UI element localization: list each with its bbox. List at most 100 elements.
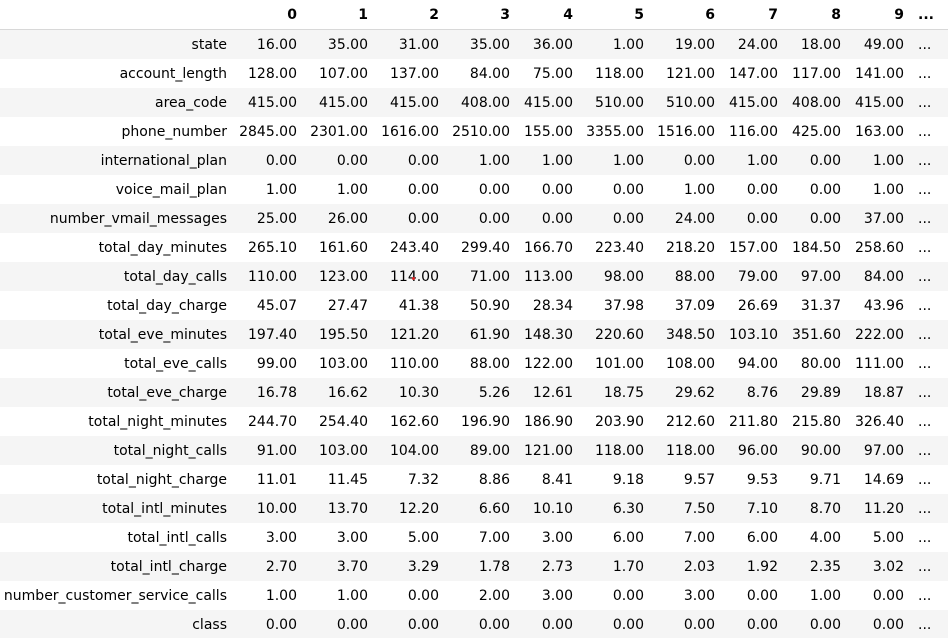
table-cell: 9.53: [746, 471, 778, 488]
table-cell: 0.00: [407, 616, 439, 633]
table-cell: 19.00: [674, 36, 715, 53]
table-row: class 0.00 0.00 0.00 0.00 0.00 0.00 0.00 0.00 0.0…: [0, 610, 948, 638]
index-header-blank: [0, 0, 235, 30]
table-cell: 244.70: [248, 413, 297, 430]
table-cell: 41.38: [398, 297, 439, 314]
row-label: international_plan: [100, 152, 227, 169]
table-row: total_night_calls 91.00 103.00 104.00 89.00 1…: [0, 436, 948, 465]
column-header-7: 7: [723, 0, 786, 30]
table-cell: 3355.00: [586, 123, 644, 140]
table-cell: 203.90: [595, 413, 644, 430]
table-cell: 37.00: [863, 210, 904, 227]
table-cell: 415.00: [524, 94, 573, 111]
table-cell-ellipsis: ...: [918, 326, 932, 343]
table-cell: 9.57: [683, 471, 715, 488]
table-cell: 0.00: [478, 181, 510, 198]
table-cell: 1.00: [809, 587, 841, 604]
table-cell: 0.00: [683, 152, 715, 169]
table-cell: 12.61: [532, 384, 573, 401]
table-cell: 94.00: [737, 355, 778, 372]
table-cell: 16.00: [256, 36, 297, 53]
table-row: area_code 415.00 415.00 415.00 408.00 415.00 5…: [0, 88, 948, 117]
table-cell-ellipsis: ...: [918, 413, 932, 430]
table-cell: 71.00: [469, 268, 510, 285]
table-cell: 11.45: [327, 471, 368, 488]
table-cell: 114.00: [376, 262, 447, 291]
table-cell: 1516.00: [657, 123, 715, 140]
table-cell: 6.30: [612, 500, 644, 517]
table-cell: 8.86: [478, 471, 510, 488]
table-cell: 110.00: [248, 268, 297, 285]
table-cell: 3.29: [407, 558, 439, 575]
column-header-4: 4: [518, 0, 581, 30]
table-cell: 2.35: [809, 558, 841, 575]
table-cell: 43.96: [863, 297, 904, 314]
table-cell: 2.70: [265, 558, 297, 575]
table-cell: 26.00: [327, 210, 368, 227]
row-label: class: [192, 616, 227, 633]
table-cell: 223.40: [595, 239, 644, 256]
table-cell: 3.00: [265, 529, 297, 546]
table-cell: 9.71: [809, 471, 841, 488]
table-cell: 218.20: [666, 239, 715, 256]
table-cell: 97.00: [863, 442, 904, 459]
table-cell: 24.00: [737, 36, 778, 53]
table-cell: 1.00: [683, 181, 715, 198]
column-header-2: 2: [376, 0, 447, 30]
table-cell: 3.00: [541, 587, 573, 604]
table-cell: 348.50: [666, 326, 715, 343]
table-cell: 24.00: [674, 210, 715, 227]
table-cell: 101.00: [595, 355, 644, 372]
table-cell: 6.60: [478, 500, 510, 517]
table-cell: 155.00: [524, 123, 573, 140]
table-cell: 35.00: [327, 36, 368, 53]
table-cell: 0.00: [336, 152, 368, 169]
table-cell: 0.00: [746, 587, 778, 604]
table-cell: 1.00: [336, 181, 368, 198]
table-cell: 7.50: [683, 500, 715, 517]
table-cell: 113.00: [524, 268, 573, 285]
table-cell: 0.00: [265, 616, 297, 633]
table-cell: 0.00: [872, 587, 904, 604]
table-row: total_eve_calls 99.00 103.00 110.00 88.00 122…: [0, 349, 948, 378]
table-cell: 118.00: [666, 442, 715, 459]
row-label: number_vmail_messages: [49, 210, 227, 227]
table-cell: 9.18: [612, 471, 644, 488]
table-cell: 0.00: [478, 210, 510, 227]
table-cell: 3.70: [336, 558, 368, 575]
table-cell: 186.90: [524, 413, 573, 430]
table-cell: 10.30: [398, 384, 439, 401]
table-cell: 351.60: [792, 326, 841, 343]
table-cell: 0.00: [612, 210, 644, 227]
row-label: number_customer_service_calls: [3, 587, 227, 604]
column-header-5: 5: [581, 0, 652, 30]
table-cell: 122.00: [524, 355, 573, 372]
table-cell: 0.00: [541, 181, 573, 198]
table-cell: 99.00: [256, 355, 297, 372]
table-cell-ellipsis: ...: [918, 442, 932, 459]
table-cell: 161.60: [319, 239, 368, 256]
table-cell: 0.00: [746, 210, 778, 227]
table-cell: 415.00: [248, 94, 297, 111]
table-cell-ellipsis: ...: [918, 268, 932, 285]
table-cell: 8.76: [746, 384, 778, 401]
table-cell: 7.00: [478, 529, 510, 546]
table-cell: 8.41: [541, 471, 573, 488]
table-cell: 163.00: [855, 123, 904, 140]
table-cell: 91.00: [256, 442, 297, 459]
table-cell: 49.00: [863, 36, 904, 53]
table-cell: 211.80: [729, 413, 778, 430]
table-cell: 0.00: [809, 616, 841, 633]
table-cell: 1.00: [336, 587, 368, 604]
table-row: account_length 128.00 107.00 137.00 84.00 75.…: [0, 59, 948, 88]
row-label: state: [191, 36, 227, 53]
table-cell: 37.98: [603, 297, 644, 314]
table-cell: 75.00: [532, 65, 573, 82]
table-cell: 103.00: [319, 355, 368, 372]
row-label: total_day_calls: [123, 268, 227, 285]
table-cell: 7.00: [683, 529, 715, 546]
table-cell: 12.20: [398, 500, 439, 517]
table-cell: 5.00: [872, 529, 904, 546]
table-row: total_day_charge 45.07 27.47 41.38 50.90 28.3…: [0, 291, 948, 320]
table-row: international_plan 0.00 0.00 0.00 1.00 1.00 1.…: [0, 146, 948, 175]
